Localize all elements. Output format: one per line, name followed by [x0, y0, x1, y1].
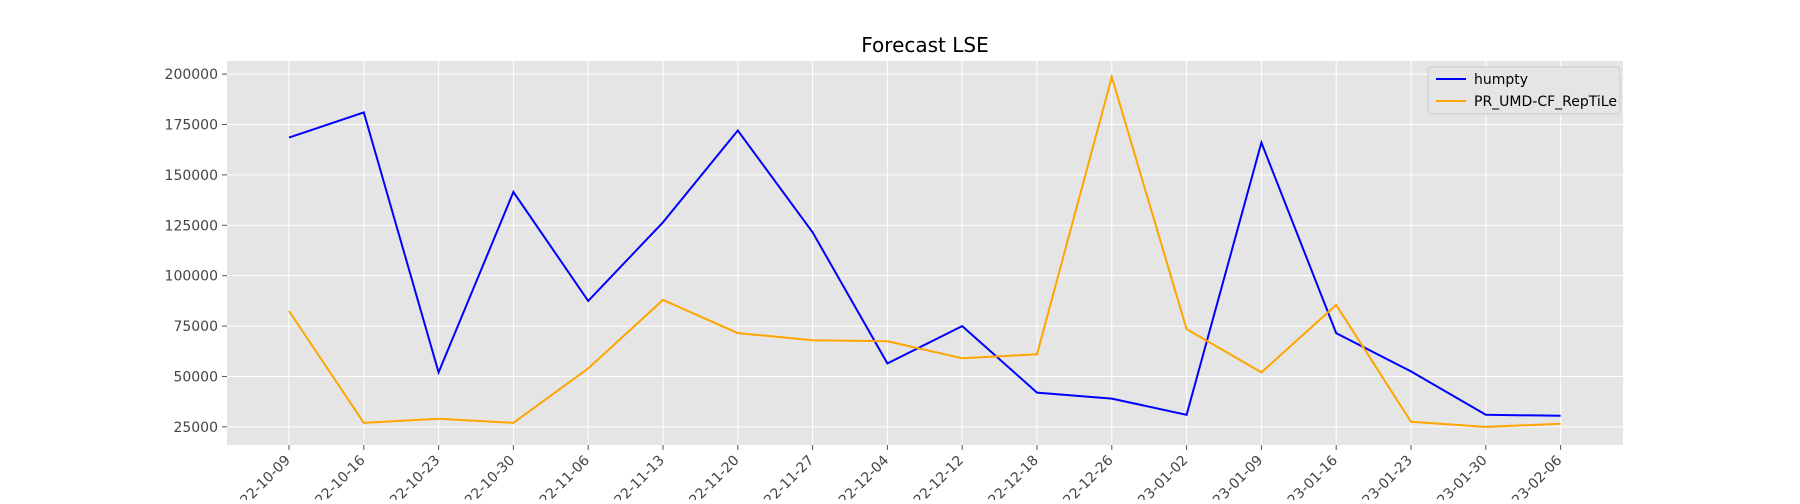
x-tick-label: 2022-11-13: [599, 453, 668, 500]
plot-background: [227, 61, 1623, 445]
legend: humpty PR_UMD-CF_RepTiLe: [1428, 67, 1620, 114]
x-tick-label: 2022-12-04: [823, 452, 892, 500]
x-tick-label: 2022-12-26: [1048, 452, 1117, 500]
x-tick-label: 2022-11-06: [524, 452, 593, 500]
y-tick-label: 75000: [173, 319, 218, 335]
x-tick-label: 2023-01-30: [1422, 453, 1491, 500]
x-tick-label: 2022-12-12: [898, 453, 967, 500]
y-tick-label: 50000: [173, 369, 218, 385]
legend-label: PR_UMD-CF_RepTiLe: [1474, 94, 1617, 110]
x-tick-label: 2023-01-09: [1197, 453, 1266, 500]
x-tick-label: 2023-01-23: [1347, 453, 1416, 500]
chart-title: Forecast LSE: [861, 33, 988, 57]
x-tick-label: 2022-10-16: [300, 452, 369, 500]
x-tick-label: 2023-01-02: [1123, 453, 1192, 500]
legend-label: humpty: [1474, 72, 1528, 88]
x-tick-label: 2022-10-09: [225, 453, 294, 500]
x-tick-label: 2023-02-06: [1497, 452, 1566, 500]
y-tick-label: 150000: [165, 168, 218, 184]
y-tick-label: 175000: [165, 117, 218, 133]
x-tick-label: 2022-12-18: [973, 453, 1042, 500]
x-tick-label: 2022-10-23: [375, 453, 444, 500]
x-tick-label: 2022-11-27: [749, 453, 818, 500]
y-tick-label: 125000: [165, 218, 218, 234]
y-tick-label: 100000: [165, 269, 218, 285]
x-tick-label: 2022-10-30: [449, 453, 518, 500]
x-tick-label: 2023-01-16: [1272, 452, 1341, 500]
x-tick-label: 2022-11-20: [674, 453, 743, 500]
y-tick-label: 25000: [173, 420, 218, 436]
y-tick-label: 200000: [165, 67, 218, 83]
